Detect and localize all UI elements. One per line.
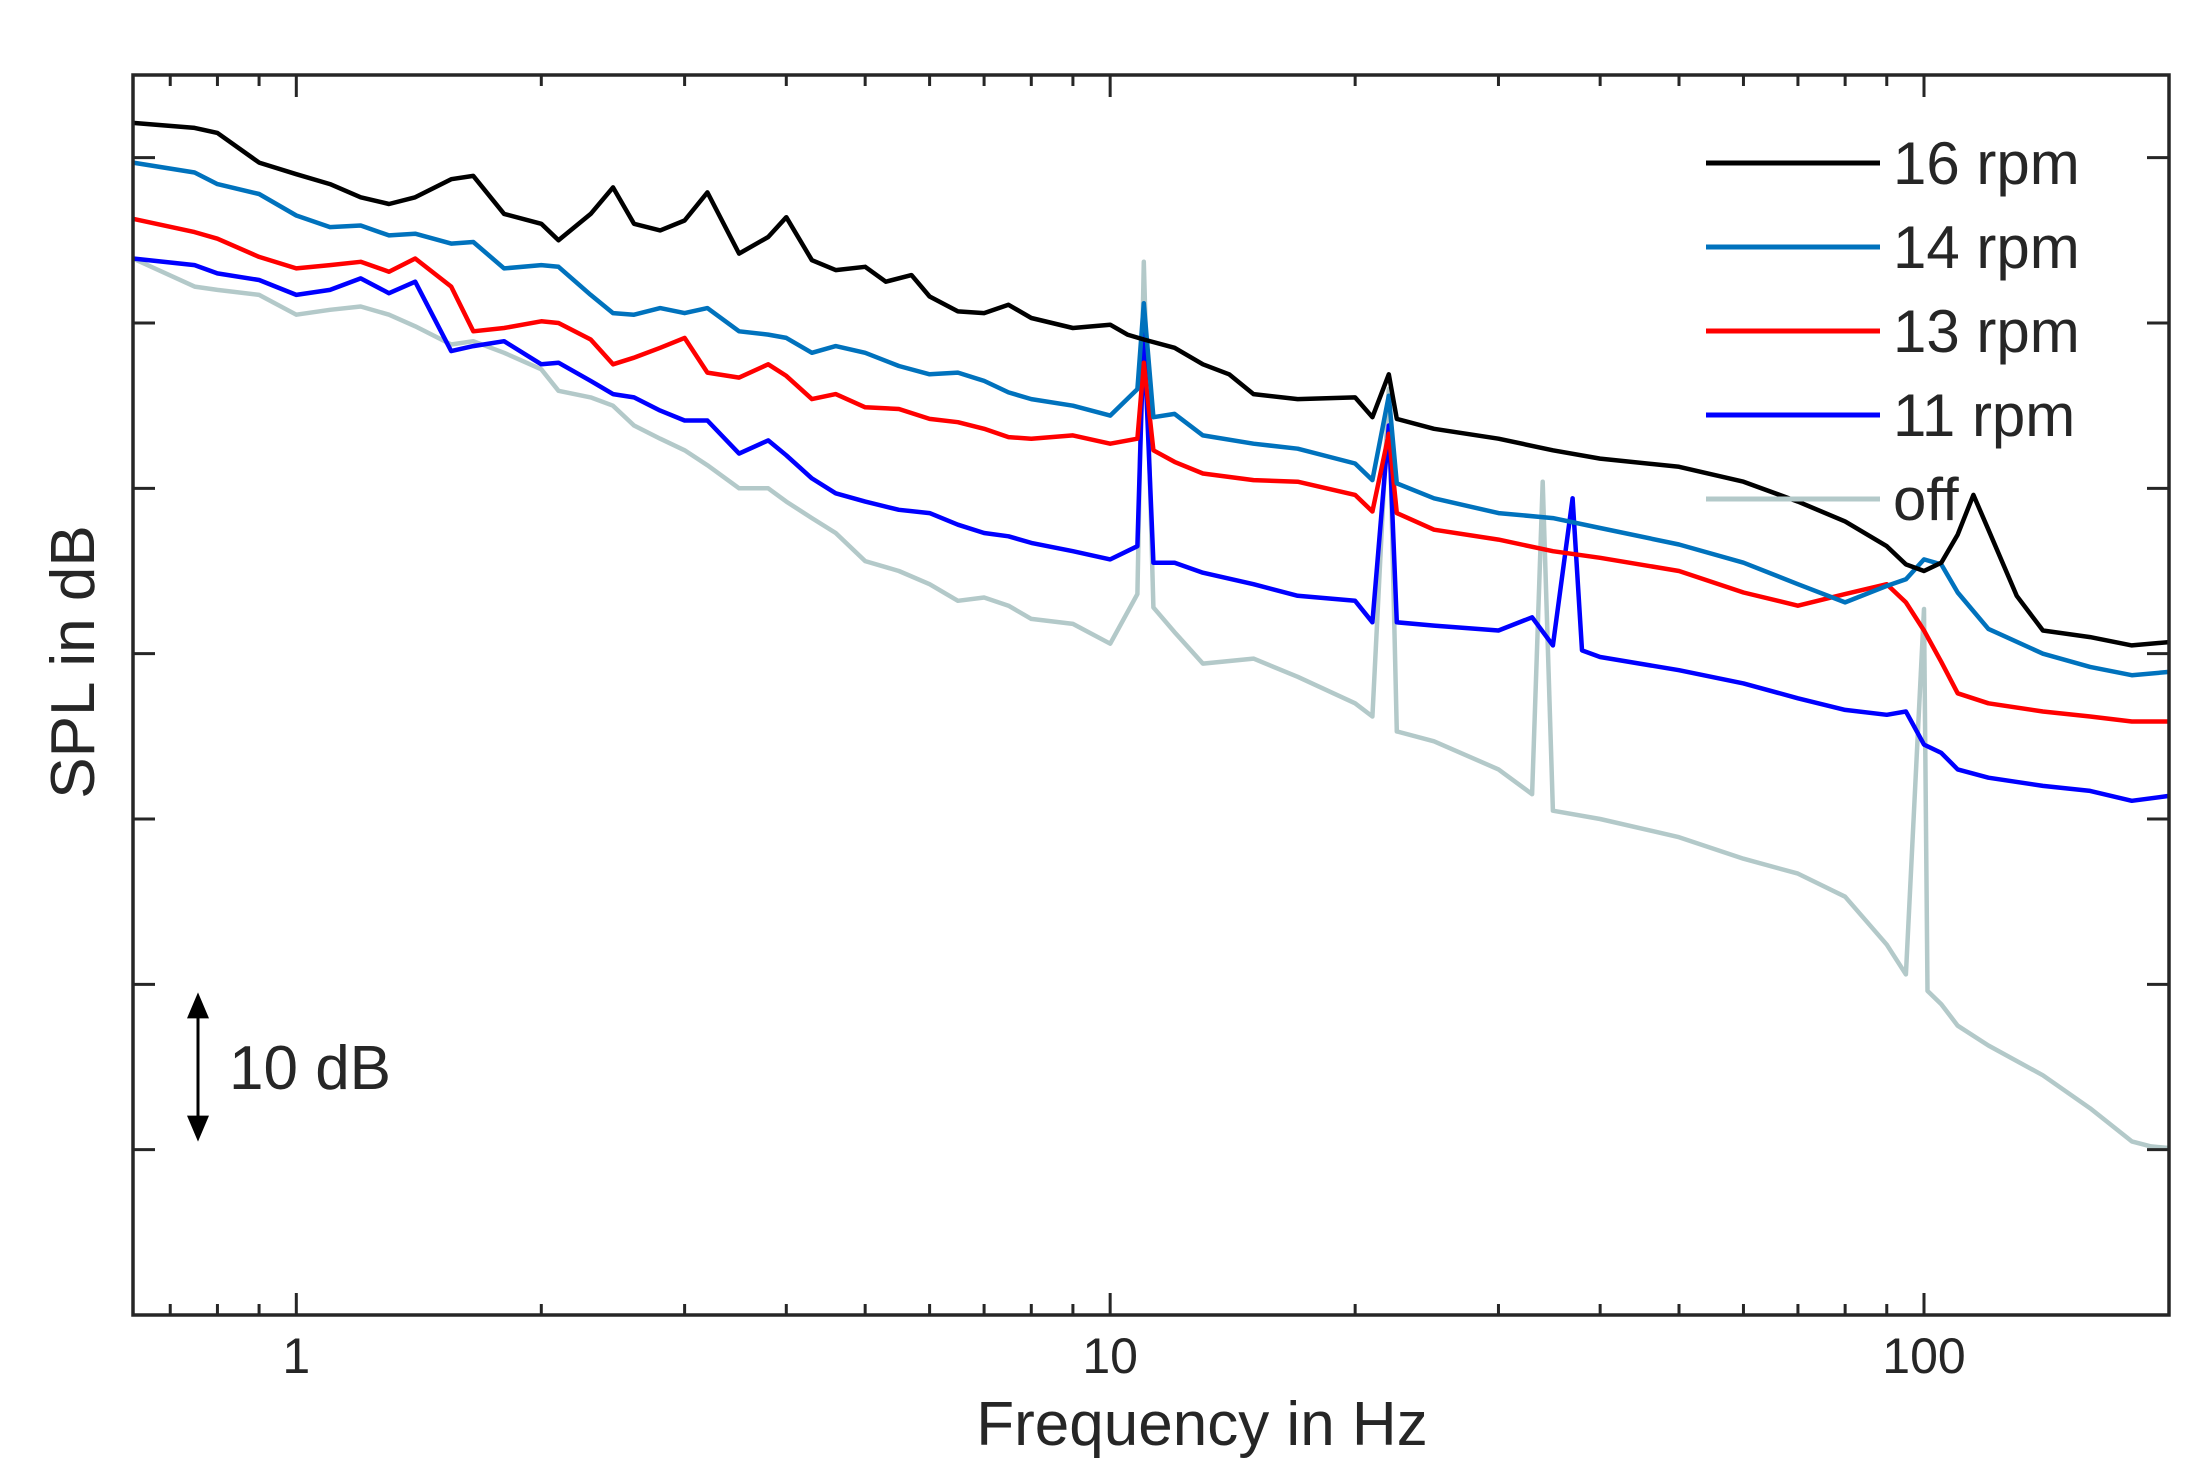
legend: 16 rpm 14 rpm 13 rpm 11 rpm off (1706, 130, 2080, 533)
x-axis-title: Frequency in Hz (976, 1390, 1427, 1459)
legend-label-16-rpm: 16 rpm (1893, 130, 2080, 197)
plot-frame (131, 73, 2171, 1317)
scale-bar-label: 10 dB (229, 1034, 391, 1103)
x-tick-label: 100 (1882, 1328, 1965, 1384)
series-line-off (132, 256, 2170, 1151)
legend-label-13-rpm: 13 rpm (1893, 298, 2080, 365)
series-line-14-rpm (132, 160, 2170, 678)
legend-label-off: off (1893, 466, 1959, 533)
scale-bar-arrow-up (187, 992, 209, 1019)
legend-label-11-rpm: 11 rpm (1893, 382, 2075, 449)
scale-bar-arrow-down (187, 1115, 209, 1142)
series-line-16-rpm (132, 120, 2170, 648)
axes-layer: 1 10 100 (131, 73, 2171, 1384)
x-tick-label: 1 (282, 1328, 310, 1384)
series-layer (132, 120, 2170, 1151)
scale-bar: 10 dB (187, 992, 391, 1142)
x-tick-label: 10 (1082, 1328, 1138, 1384)
y-axis-title: SPL in dB (39, 525, 108, 798)
series-line-11-rpm (132, 256, 2170, 804)
legend-label-14-rpm: 14 rpm (1893, 214, 2080, 281)
